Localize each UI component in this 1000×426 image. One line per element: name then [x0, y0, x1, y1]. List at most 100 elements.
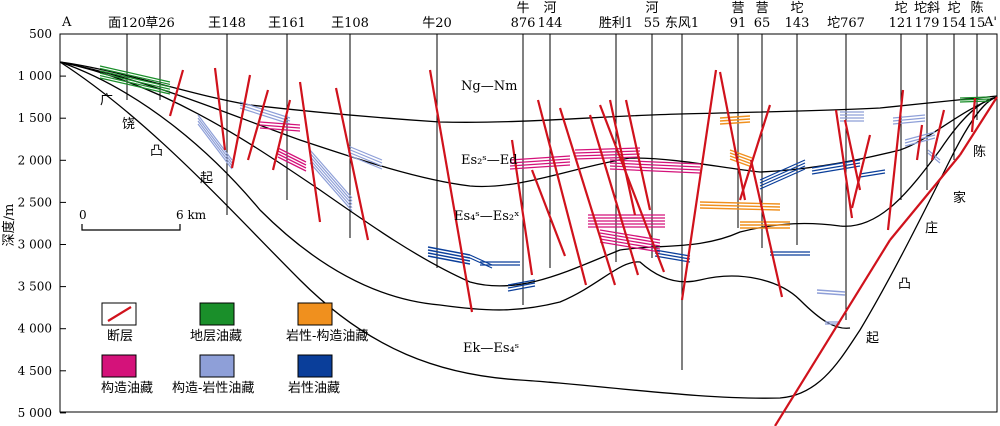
reservoir-stroke	[277, 147, 307, 163]
fault-line	[843, 119, 862, 191]
fault-line	[536, 99, 588, 286]
fault-line	[608, 99, 637, 216]
reservoir-stroke	[811, 162, 861, 172]
reservoir-stroke	[927, 152, 941, 164]
horizon-basement	[59, 61, 998, 399]
horizon-ng-base	[59, 61, 998, 123]
depth-tick-label: 3 500	[18, 280, 52, 294]
well-name: 营 91	[730, 1, 747, 31]
scale-zero: 0	[79, 208, 87, 222]
well-name: 河 144	[538, 1, 563, 31]
reservoir-stroke	[699, 207, 781, 211]
reservoir-stroke	[574, 156, 641, 160]
well-name: 坨 154	[942, 0, 967, 31]
well-name: 陈 15	[969, 0, 986, 31]
depth-tick-label: 2 500	[18, 195, 52, 209]
reservoir-stroke	[309, 152, 353, 202]
fault-line	[246, 89, 270, 161]
depth-axis-title: 深度/m	[1, 204, 17, 247]
reservoir-stroke	[259, 124, 301, 129]
well-name: 东风1	[665, 16, 699, 31]
uplift-char: 广	[100, 93, 113, 108]
reservoir-stroke	[759, 159, 806, 181]
reservoir-stroke	[574, 147, 641, 151]
uplift-char: 起	[200, 171, 213, 186]
reservoir-stroke	[729, 158, 753, 168]
reservoir-stroke	[239, 101, 291, 119]
reservoir-stroke	[574, 150, 641, 154]
reservoir-stroke	[259, 127, 301, 132]
fault-line	[168, 69, 185, 117]
reservoir-stroke	[99, 65, 171, 83]
fault-line	[970, 97, 977, 133]
uplift-char: 起	[866, 331, 879, 346]
reservoir-stroke	[599, 232, 661, 244]
fault-line	[334, 87, 370, 241]
reservoir-stroke	[892, 117, 926, 122]
fault-line	[718, 71, 747, 201]
reservoir-stroke	[699, 204, 781, 208]
reservoir-stroke	[599, 235, 661, 247]
fault-line	[749, 159, 784, 298]
legend-label: 构造油藏	[101, 381, 153, 396]
horizons	[59, 61, 998, 399]
scale-length: 6 km	[176, 208, 207, 222]
uplift-char: 庄	[925, 220, 938, 236]
fault-line	[510, 139, 534, 276]
reservoir-stroke	[654, 255, 691, 263]
horizon-ek-top	[59, 61, 851, 329]
scale-bar: 0 6 km	[79, 208, 207, 231]
plot-frame	[59, 33, 998, 413]
legend-item: 岩性-构造油藏	[286, 302, 368, 344]
legend-swatch	[297, 302, 333, 326]
reservoir-stroke	[277, 156, 307, 172]
reservoir-stroke	[759, 165, 806, 187]
reservoir-stroke	[892, 114, 926, 119]
reservoir-stroke	[197, 120, 233, 167]
reservoirs	[99, 65, 991, 325]
reservoir-stroke	[197, 114, 233, 161]
fault-line	[915, 124, 924, 161]
reservoir-stroke	[859, 172, 886, 178]
well-name: 草26	[145, 16, 175, 31]
reservoir-stroke	[469, 254, 493, 266]
reservoir-stroke	[347, 151, 383, 167]
reservoir-stroke	[719, 118, 751, 122]
fault-line	[959, 96, 998, 156]
well-name: 牛20	[422, 16, 452, 31]
uplift-char: 凸	[898, 277, 911, 292]
fault-line	[624, 99, 652, 211]
reservoir-stroke	[309, 149, 353, 199]
faults	[168, 67, 998, 426]
reservoir-stroke	[507, 282, 536, 289]
reservoir-stroke	[816, 289, 846, 293]
legend-item: 地层油藏	[190, 302, 242, 344]
uplift-char: 陈	[973, 144, 986, 160]
horizon-es2-base	[59, 61, 998, 287]
reservoir-stroke	[99, 67, 171, 85]
fault-line	[428, 69, 474, 313]
reservoir-stroke	[816, 292, 846, 296]
legend-label: 断层	[107, 329, 133, 344]
fault-line	[680, 69, 718, 301]
well-name: 牛 876	[511, 1, 536, 31]
fault-line	[886, 89, 905, 231]
depth-tick-label: 4 500	[18, 364, 52, 378]
formation-es4-es2: Es₄ˢ—Es₂ˣ	[454, 209, 520, 224]
well-name: 王161	[268, 16, 306, 31]
fault-line	[930, 109, 946, 161]
well-name: 坨 143	[785, 0, 810, 31]
well-name: 王108	[331, 16, 369, 31]
well-name: 面120	[108, 16, 146, 31]
legend-item: 断层	[101, 302, 137, 344]
depth-tick-label: 2 000	[18, 153, 52, 167]
reservoir-stroke	[507, 285, 536, 292]
reservoir-stroke	[347, 145, 383, 161]
formation-es2-ed: Es₂ˢ—Ed	[461, 153, 518, 168]
reservoir-stroke	[759, 168, 806, 190]
legend-item: 岩性油藏	[288, 354, 340, 396]
fault-line	[230, 74, 252, 169]
